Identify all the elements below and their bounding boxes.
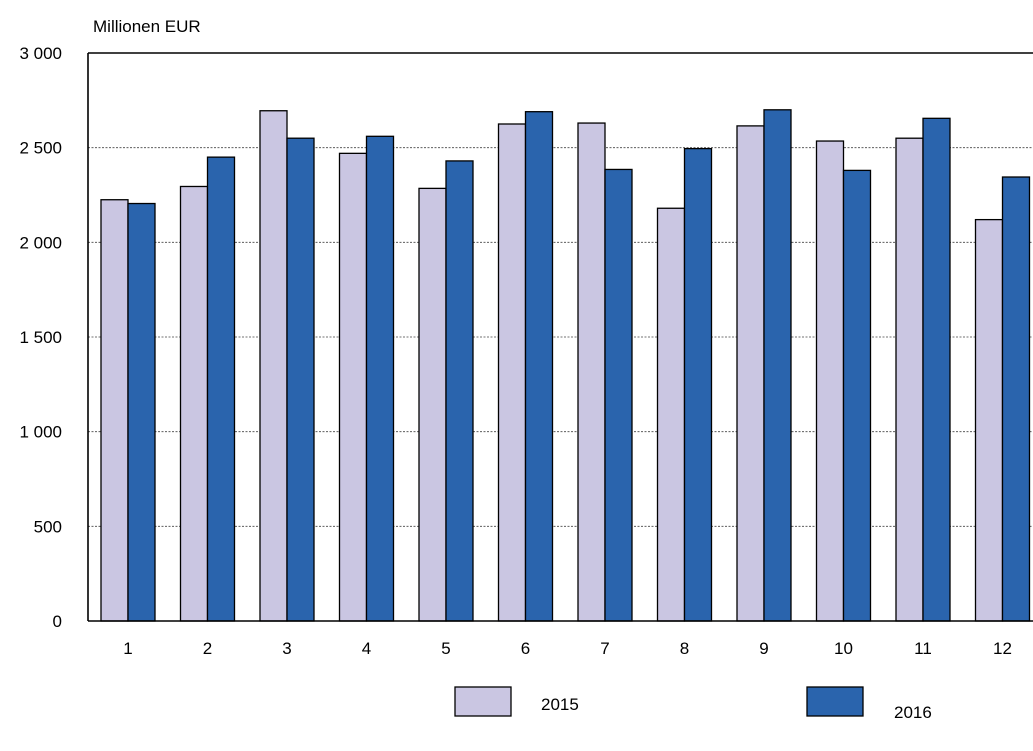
bar-2015-3 <box>260 111 287 621</box>
y-tick-label: 2 500 <box>19 139 62 158</box>
x-axis-ticks: 1 2 3 4 5 6 7 8 9 10 11 12 <box>123 639 1012 658</box>
x-tick-label: 1 <box>123 639 132 658</box>
bar-2016-6 <box>526 112 553 621</box>
bar-2015-1 <box>101 200 128 621</box>
legend-label: 2015 <box>541 695 579 714</box>
bar-2016-10 <box>844 170 871 621</box>
bar-2016-1 <box>128 204 155 621</box>
bar-2016-8 <box>685 149 712 621</box>
bars <box>101 110 1030 621</box>
x-tick-label: 8 <box>680 639 689 658</box>
bar-2015-2 <box>181 186 208 621</box>
x-tick-label: 2 <box>203 639 212 658</box>
y-tick-label: 500 <box>34 517 62 536</box>
x-tick-label: 10 <box>834 639 853 658</box>
bar-2016-11 <box>923 118 950 621</box>
y-tick-label: 3 000 <box>19 44 62 63</box>
x-tick-label: 6 <box>521 639 530 658</box>
bar-2015-8 <box>658 208 685 621</box>
y-axis-ticks: 0 500 1 000 1 500 2 000 2 500 3 000 <box>19 44 62 631</box>
x-tick-label: 12 <box>993 639 1012 658</box>
bar-2015-7 <box>578 123 605 621</box>
legend-label: 2016 <box>894 703 932 722</box>
x-tick-label: 4 <box>362 639 371 658</box>
y-tick-label: 1 500 <box>19 328 62 347</box>
y-tick-label: 1 000 <box>19 423 62 442</box>
x-tick-label: 5 <box>441 639 450 658</box>
y-tick-label: 2 000 <box>19 233 62 252</box>
x-tick-label: 9 <box>759 639 768 658</box>
bar-2015-6 <box>499 124 526 621</box>
x-tick-label: 7 <box>600 639 609 658</box>
bar-2016-12 <box>1003 177 1030 621</box>
bar-2016-2 <box>208 157 235 621</box>
bar-2015-10 <box>817 141 844 621</box>
legend-swatch-2016 <box>807 687 863 716</box>
bar-2015-4 <box>340 153 367 621</box>
bar-2015-9 <box>737 126 764 621</box>
y-axis-label: Millionen EUR <box>93 17 201 36</box>
bar-2015-5 <box>419 188 446 621</box>
bar-2016-5 <box>446 161 473 621</box>
bar-2015-12 <box>976 220 1003 621</box>
y-tick-label: 0 <box>53 612 62 631</box>
bar-2016-3 <box>287 138 314 621</box>
x-tick-label: 11 <box>914 639 932 658</box>
bar-2015-11 <box>896 138 923 621</box>
x-tick-label: 3 <box>282 639 291 658</box>
legend: 2015 2016 <box>455 687 932 722</box>
bar-2016-4 <box>367 136 394 621</box>
bar-2016-9 <box>764 110 791 621</box>
bar-2016-7 <box>605 169 632 621</box>
legend-swatch-2015 <box>455 687 511 716</box>
